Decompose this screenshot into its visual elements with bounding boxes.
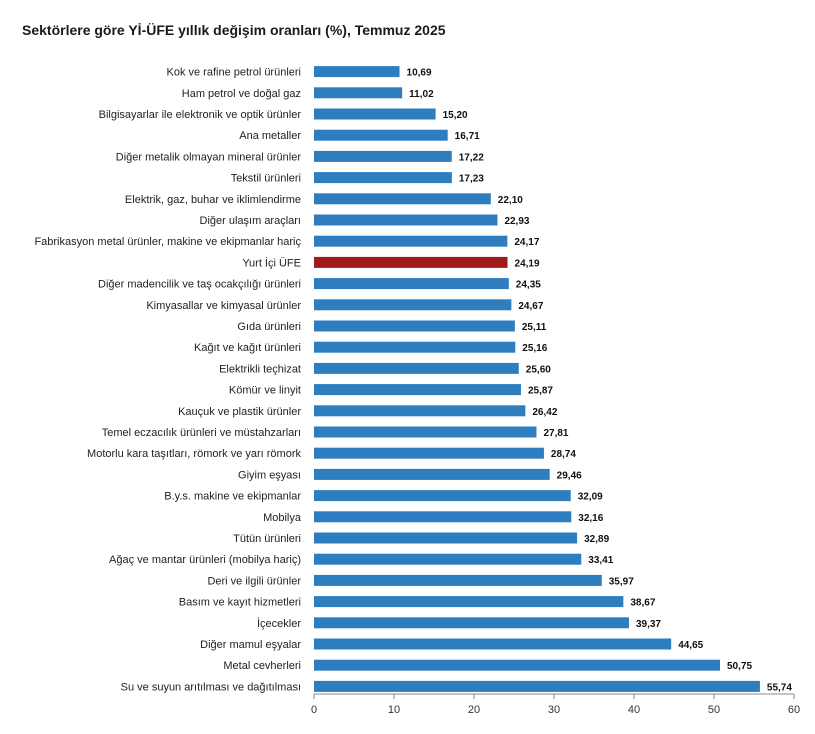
value-label: 24,19 — [515, 258, 540, 269]
category-label: Su ve suyun arıtılması ve dağıtılması — [121, 681, 301, 693]
value-label: 26,42 — [532, 407, 557, 418]
value-label: 25,16 — [522, 343, 547, 354]
bar — [314, 129, 448, 141]
category-label: Elektrikli teçhizat — [219, 363, 301, 375]
value-label: 38,67 — [630, 598, 655, 609]
value-label: 32,89 — [584, 534, 609, 545]
bar — [314, 341, 516, 353]
category-label: İçecekler — [257, 617, 301, 630]
value-label: 17,22 — [459, 152, 484, 163]
category-label: Tütün ürünleri — [233, 533, 301, 545]
category-label: Mobilya — [263, 512, 302, 524]
category-label: Kağıt ve kağıt ürünleri — [194, 342, 301, 354]
category-label: Motorlu kara taşıtları, römork ve yarı r… — [87, 448, 301, 460]
category-label: Ağaç ve mantar ürünleri (mobilya hariç) — [109, 554, 301, 566]
value-label: 24,35 — [516, 280, 541, 291]
category-label: Giyim eşyası — [238, 469, 301, 481]
value-label: 32,09 — [578, 492, 603, 503]
category-label: Kömür ve linyit — [229, 385, 301, 397]
value-label: 22,10 — [498, 195, 523, 206]
category-label: Tekstil ürünleri — [231, 173, 301, 185]
value-label: 32,16 — [578, 513, 603, 524]
bar — [314, 299, 512, 311]
bar-highlight — [314, 256, 508, 268]
bar — [314, 553, 582, 565]
bar — [314, 659, 720, 671]
category-label: Deri ve ilgili ürünler — [207, 575, 301, 587]
value-label: 28,74 — [551, 449, 576, 460]
value-label: 33,41 — [588, 555, 613, 566]
value-label: 10,69 — [407, 68, 432, 79]
value-label: 24,17 — [514, 237, 539, 248]
x-tick-label: 30 — [548, 704, 560, 716]
category-label: Basım ve kayıt hizmetleri — [179, 597, 301, 609]
bar — [314, 172, 452, 184]
x-tick-label: 50 — [708, 704, 720, 716]
value-label: 39,37 — [636, 619, 661, 630]
value-label: 55,74 — [767, 682, 792, 693]
category-label: Temel eczacılık ürünleri ve müstahzarlar… — [102, 427, 301, 439]
bar — [314, 384, 521, 396]
bar — [314, 490, 571, 502]
value-label: 15,20 — [443, 110, 468, 121]
x-tick-label: 40 — [628, 704, 640, 716]
x-tick-label: 10 — [388, 704, 400, 716]
category-label: Fabrikasyon metal ürünler, makine ve eki… — [34, 236, 301, 248]
bar — [314, 638, 672, 650]
category-label: Diğer metalik olmayan mineral ürünler — [116, 151, 302, 163]
value-label: 29,46 — [557, 470, 582, 481]
value-label: 24,67 — [518, 301, 543, 312]
category-label: Bilgisayarlar ile elektronik ve optik ür… — [99, 109, 302, 121]
value-label: 27,81 — [543, 428, 568, 439]
category-label: Gıda ürünleri — [237, 321, 301, 333]
bar — [314, 278, 509, 290]
bar — [314, 468, 550, 480]
value-label: 50,75 — [727, 661, 752, 672]
category-label: Yurt İçi ÜFE — [242, 256, 301, 269]
category-label: Diğer madencilik ve taş ocakçılığı ürünl… — [98, 279, 301, 291]
x-tick-label: 0 — [311, 704, 317, 716]
category-label: Metal cevherleri — [223, 660, 301, 672]
bar — [314, 362, 519, 374]
value-label: 17,23 — [459, 174, 484, 185]
value-label: 25,11 — [522, 322, 547, 333]
bar — [314, 87, 403, 99]
bar — [314, 680, 760, 692]
bar — [314, 447, 544, 459]
category-label: Ana metaller — [239, 130, 301, 142]
bar — [314, 235, 508, 247]
value-label: 16,71 — [455, 131, 480, 142]
bar — [314, 405, 526, 417]
category-label: Diğer ulaşım araçları — [200, 215, 301, 227]
bar — [314, 320, 515, 332]
bar — [314, 511, 572, 523]
bar — [314, 150, 452, 162]
category-label: Ham petrol ve doğal gaz — [182, 88, 301, 100]
bar — [314, 66, 400, 78]
value-label: 25,60 — [526, 364, 551, 375]
value-label: 44,65 — [678, 640, 703, 651]
bar — [314, 574, 602, 586]
category-label: B.y.s. makine ve ekipmanlar — [164, 491, 301, 503]
bar — [314, 214, 498, 226]
bar — [314, 596, 624, 608]
chart-title: Sektörlere göre Yİ-ÜFE yıllık değişim or… — [22, 22, 446, 38]
category-label: Kimyasallar ve kimyasal ürünler — [146, 300, 301, 312]
value-label: 22,93 — [504, 216, 529, 227]
x-tick-label: 60 — [788, 704, 800, 716]
value-label: 25,87 — [528, 386, 553, 397]
category-label: Kok ve rafine petrol ürünleri — [166, 67, 301, 79]
category-label: Kauçuk ve plastik ürünler — [178, 406, 301, 418]
category-label: Elektrik, gaz, buhar ve iklimlendirme — [125, 194, 301, 206]
x-tick-label: 20 — [468, 704, 480, 716]
bar — [314, 193, 491, 205]
category-label: Diğer mamul eşyalar — [200, 639, 301, 651]
bar — [314, 532, 578, 544]
value-label: 11,02 — [409, 89, 434, 100]
bar — [314, 108, 436, 120]
bar — [314, 617, 629, 629]
bar — [314, 426, 537, 438]
value-label: 35,97 — [609, 576, 634, 587]
